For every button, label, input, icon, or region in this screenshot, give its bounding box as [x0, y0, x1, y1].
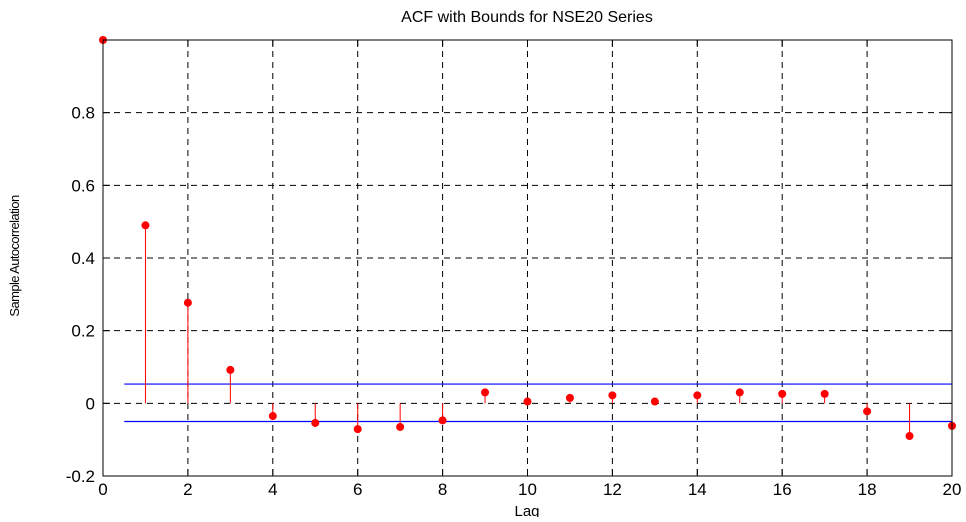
stem-marker	[141, 221, 150, 230]
x-tick-label: 12	[603, 480, 622, 499]
grid-layer	[103, 40, 952, 476]
stem-marker	[226, 365, 235, 374]
stem-marker	[481, 388, 490, 397]
stem-marker	[353, 425, 362, 434]
stem-marker	[905, 432, 914, 441]
chart-title: ACF with Bounds for NSE20 Series	[401, 9, 653, 26]
stem-marker	[311, 418, 320, 427]
stem-marker	[438, 416, 447, 425]
x-tick-label: 10	[518, 480, 537, 499]
stem-marker	[778, 389, 787, 398]
stem-marker	[820, 389, 829, 398]
y-tick-label: 0.2	[71, 322, 95, 341]
x-tick-label: 4	[268, 480, 277, 499]
stem-marker	[183, 298, 192, 307]
bounds-layer	[124, 383, 952, 423]
stem-marker	[396, 422, 405, 431]
stem-marker	[863, 407, 872, 416]
x-tick-label: 8	[438, 480, 447, 499]
x-tick-label: 18	[858, 480, 877, 499]
x-axis-label: Lag	[514, 503, 539, 517]
y-axis-label: Sample Autocorrelation	[7, 195, 22, 317]
plot-frame	[102, 39, 953, 477]
stem-marker	[693, 391, 702, 400]
stem-marker	[268, 412, 277, 421]
y-tick-label: 0	[86, 394, 95, 413]
stem-marker	[565, 393, 574, 402]
x-tick-label: 16	[773, 480, 792, 499]
stem-marker	[735, 388, 744, 397]
x-tick-label: 0	[98, 480, 107, 499]
x-tick-label: 20	[943, 480, 962, 499]
stem-marker	[523, 397, 532, 406]
x-tick-label: 14	[688, 480, 707, 499]
y-tick-label: 0.8	[71, 104, 95, 123]
y-tick-label: -0.2	[66, 467, 95, 486]
axes-layer	[102, 39, 953, 477]
stem-marker	[608, 391, 617, 400]
x-tick-label: 6	[353, 480, 362, 499]
y-tick-label: 0.4	[71, 249, 95, 268]
y-tick-label: 0.6	[71, 176, 95, 195]
ticks-layer: 0 2 4 6 8 10 12 14 16 18 20-0.200.20.40.60.8	[66, 40, 962, 499]
stem-marker	[650, 397, 659, 406]
x-tick-label: 2	[183, 480, 192, 499]
